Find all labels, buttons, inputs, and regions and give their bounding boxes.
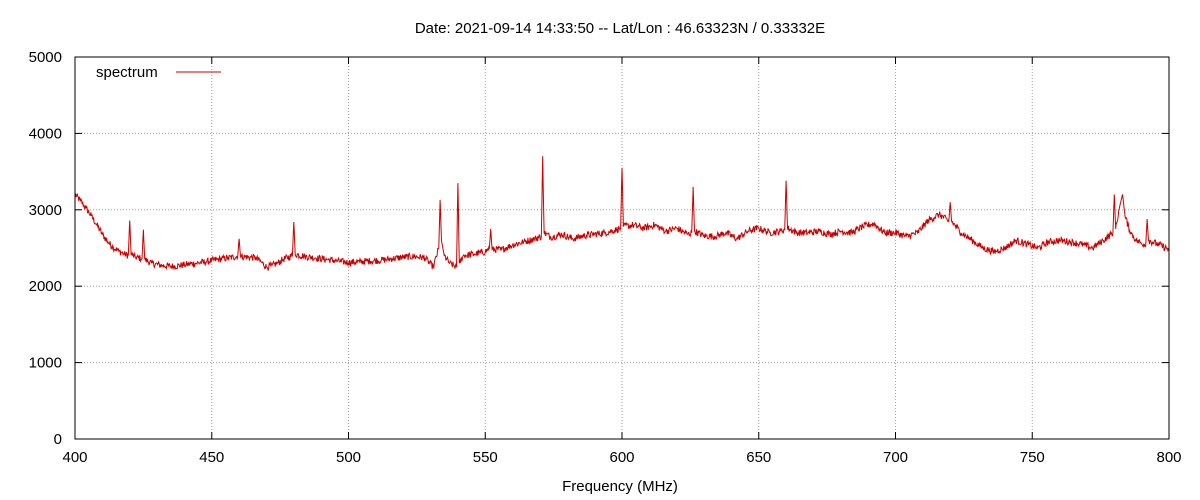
y-tick-label: 5000 <box>29 49 62 66</box>
grid-lines <box>75 57 1169 439</box>
legend-label-spectrum: spectrum <box>96 64 158 81</box>
y-axis-ticks: 0 1000 2000 3000 4000 5000 <box>29 49 1169 448</box>
x-tick-label: 700 <box>883 449 908 466</box>
chart-title: Date: 2021-09-14 14:33:50 -- Lat/Lon : 4… <box>415 20 825 37</box>
series-line-spectrum <box>74 156 1170 272</box>
legend: spectrum <box>96 64 221 81</box>
x-tick-label: 600 <box>609 449 634 466</box>
x-axis-ticks: 400 450 500 550 600 650 700 750 800 <box>62 57 1182 466</box>
x-tick-label: 750 <box>1020 449 1045 466</box>
x-tick-label: 550 <box>473 449 498 466</box>
plot-frame <box>74 56 1170 440</box>
y-tick-label: 1000 <box>29 355 62 372</box>
y-tick-label: 4000 <box>29 125 62 142</box>
x-axis-label: Frequency (MHz) <box>562 478 678 495</box>
x-tick-label: 800 <box>1156 449 1181 466</box>
y-tick-label: 2000 <box>29 278 62 295</box>
x-tick-label: 500 <box>336 449 361 466</box>
y-tick-label: 0 <box>54 431 62 448</box>
y-tick-label: 3000 <box>29 202 62 219</box>
x-tick-label: 650 <box>746 449 771 466</box>
x-tick-label: 400 <box>62 449 87 466</box>
x-tick-label: 450 <box>199 449 224 466</box>
